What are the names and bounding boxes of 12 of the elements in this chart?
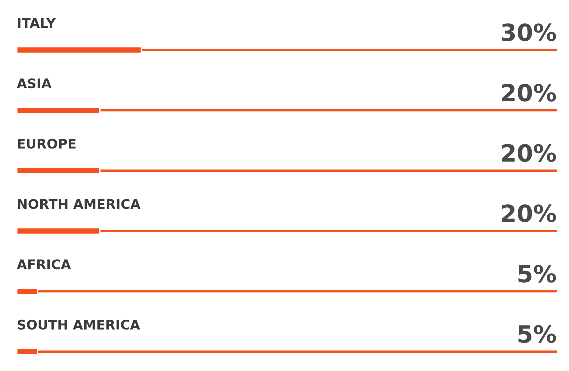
data-label: 30%	[502, 24, 556, 42]
y-tick-label: NORTH AMERICA	[18, 199, 141, 210]
data-label: 20%	[502, 204, 556, 222]
data-label: 20%	[502, 84, 556, 102]
data-label: 5%	[518, 264, 556, 283]
y-tick-label: ITALY	[18, 18, 56, 28]
y-tick-label: ASIA	[17, 78, 52, 89]
data-label: 20%	[502, 144, 556, 162]
y-tick-label: EUROPE	[18, 138, 76, 149]
y-tick-label: SOUTH AMERICA	[18, 320, 140, 330]
data-label: 5%	[518, 325, 556, 344]
y-tick-label: AFRICA	[17, 260, 72, 270]
